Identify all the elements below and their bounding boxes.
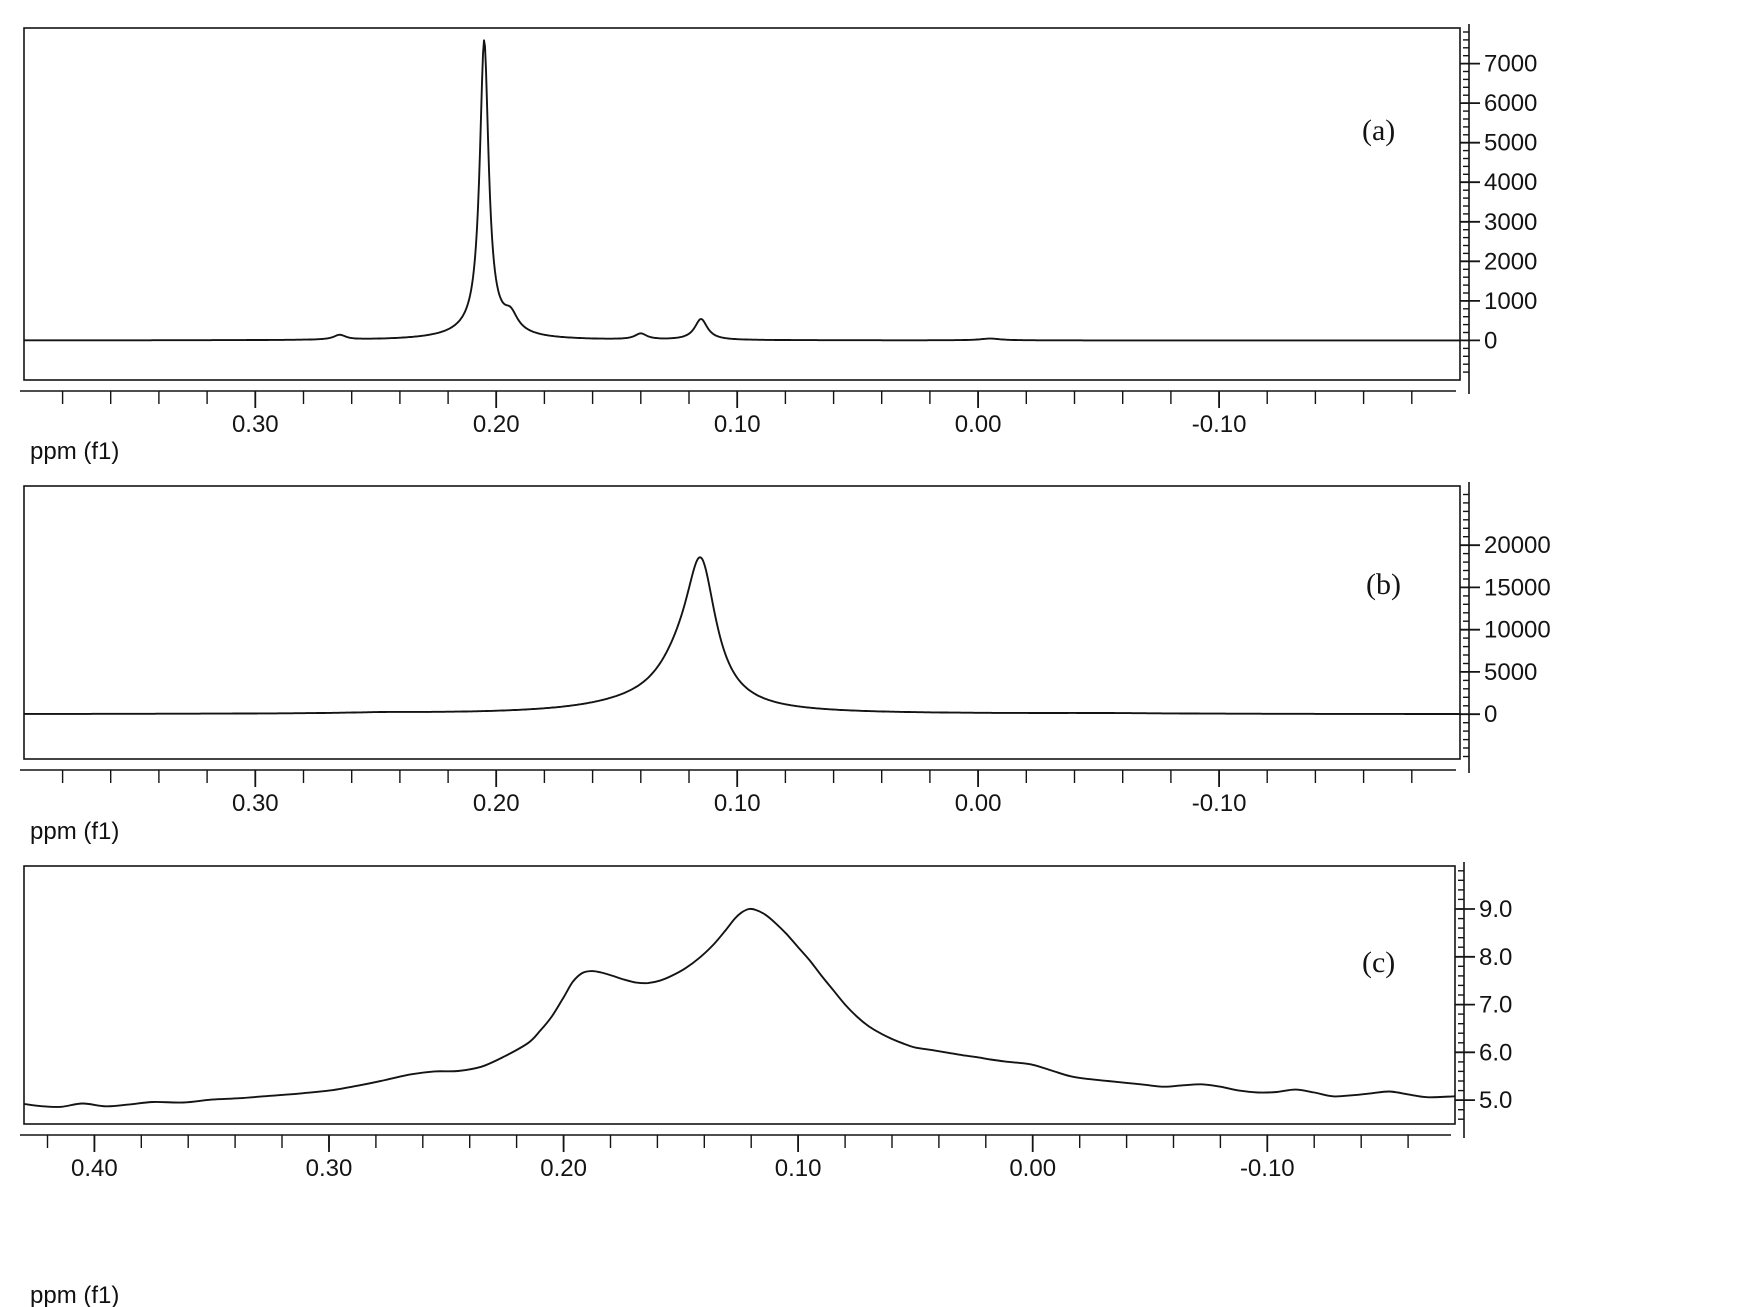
x-axis-title-a: ppm (f1) xyxy=(30,438,120,465)
spectrum-trace xyxy=(23,907,1456,1108)
spectrum-trace xyxy=(24,556,1460,715)
nmr-panel-c: (c) 5.0 6.0 7.0 8.0 9.0 0.40 0.30 0.20 0.10 0.00 -0… xyxy=(0,860,1744,1307)
x-axis-title-c: ppm (f1) xyxy=(30,1282,120,1307)
x-tick-label: -0.10 xyxy=(1192,790,1247,816)
nmr-panel-a: (a) 0 1000 2000 3000 4000 5000 6000 7000 0.30 0.20… xyxy=(0,20,1744,466)
plot-border xyxy=(23,485,1461,760)
x-tick-label: 0.20 xyxy=(540,1155,587,1182)
y-tick-label: 2000 xyxy=(1484,248,1537,275)
x-tick-label: -0.10 xyxy=(1192,411,1247,436)
x-tick-label: 0.00 xyxy=(955,790,1002,816)
x-tick-label: 0.30 xyxy=(232,790,279,816)
y-tick-label: 5.0 xyxy=(1479,1087,1512,1114)
x-tick-label: 0.00 xyxy=(955,411,1002,436)
y-tick-label: 0 xyxy=(1484,701,1497,728)
x-tick-label: 0.30 xyxy=(232,411,279,436)
x-axis: 0.40 0.30 0.20 0.10 0.00 -0.10 xyxy=(20,1134,1451,1182)
nmr-plot-c: (c) 5.0 6.0 7.0 8.0 9.0 0.40 0.30 0.20 0.10 0.00 -0… xyxy=(20,862,1512,1182)
x-tick-label: 0.30 xyxy=(306,1155,353,1182)
x-tick-label: 0.20 xyxy=(473,790,520,816)
y-tick-label: 6000 xyxy=(1484,90,1537,117)
plot-border xyxy=(23,865,1456,1125)
spectrum-trace xyxy=(24,39,1460,342)
x-tick-label: 0.40 xyxy=(71,1155,118,1182)
y-tick-label: 7.0 xyxy=(1479,992,1512,1019)
y-tick-label: 0 xyxy=(1484,327,1497,354)
x-tick-label: 0.10 xyxy=(714,411,761,436)
y-tick-label: 10000 xyxy=(1484,617,1551,644)
y-tick-label: 3000 xyxy=(1484,209,1537,236)
y-tick-label: 20000 xyxy=(1484,532,1551,559)
x-axis: 0.30 0.20 0.10 0.00 -0.10 xyxy=(20,769,1456,816)
y-tick-label: 8.0 xyxy=(1479,944,1512,971)
nmr-plot-b: (b) 0 5000 10000 15000 20000 0.30 0.20 0.10 0.00 -… xyxy=(20,482,1551,816)
x-tick-label: -0.10 xyxy=(1240,1155,1295,1182)
x-tick-label: 0.00 xyxy=(1009,1155,1056,1182)
nmr-panel-b: (b) 0 5000 10000 15000 20000 0.30 0.20 0.10 0.00 -… xyxy=(0,478,1744,846)
y-tick-label: 5000 xyxy=(1484,659,1537,686)
panel-label: (c) xyxy=(1362,946,1395,979)
x-tick-label: 0.10 xyxy=(714,790,761,816)
x-axis-title-b: ppm (f1) xyxy=(30,818,120,845)
y-tick-label: 5000 xyxy=(1484,130,1537,157)
y-tick-label: 15000 xyxy=(1484,574,1551,601)
plot-border xyxy=(23,27,1461,381)
y-axis: 0 1000 2000 3000 4000 5000 6000 7000 xyxy=(1460,24,1537,394)
y-axis: 5.0 6.0 7.0 8.0 9.0 xyxy=(1455,862,1512,1138)
y-tick-label: 6.0 xyxy=(1479,1039,1512,1066)
y-tick-label: 4000 xyxy=(1484,169,1537,196)
y-axis: 0 5000 10000 15000 20000 xyxy=(1460,482,1551,773)
nmr-plot-a: (a) 0 1000 2000 3000 4000 5000 6000 7000 0.30 0.20… xyxy=(20,24,1537,436)
y-tick-label: 7000 xyxy=(1484,51,1537,78)
y-tick-label: 9.0 xyxy=(1479,896,1512,923)
x-axis: 0.30 0.20 0.10 0.00 -0.10 xyxy=(20,390,1456,436)
x-tick-label: 0.20 xyxy=(473,411,520,436)
y-tick-label: 1000 xyxy=(1484,288,1537,315)
panel-label: (a) xyxy=(1362,114,1395,147)
panel-label: (b) xyxy=(1366,568,1401,601)
x-tick-label: 0.10 xyxy=(775,1155,822,1182)
